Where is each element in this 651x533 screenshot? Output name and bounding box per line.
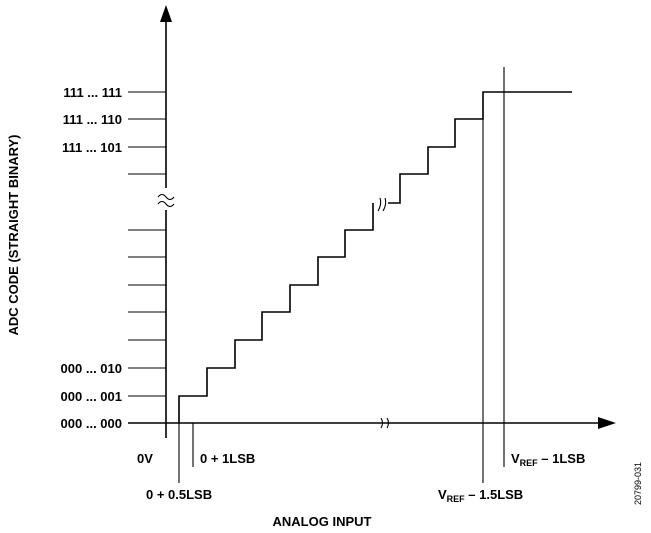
x-label-0v: 0V — [137, 451, 153, 466]
y-axis-title: ADC CODE (STRAIGHT BINARY) — [6, 134, 21, 335]
x-label-0-plus-1lsb: 0 + 1LSB — [200, 451, 255, 466]
y-axis-break-mark — [157, 193, 175, 208]
y-code-000-001: 000 ... 001 — [61, 389, 122, 404]
y-code-111-111: 111 ... 111 — [63, 85, 122, 100]
y-code-000-000: 000 ... 000 — [61, 416, 122, 431]
figure-id: 20799-031 — [633, 462, 643, 505]
transfer-staircase — [178, 91, 572, 423]
x-axis-arrow — [598, 417, 616, 429]
staircase-break-mark — [377, 197, 387, 212]
y-axis-arrow — [160, 5, 172, 22]
x-axis-break-mark — [380, 417, 390, 429]
y-code-111-110: 111 ... 110 — [63, 112, 122, 127]
x-axis — [128, 417, 616, 429]
reference-lines — [178, 67, 505, 483]
x-label-vref-minus-1lsb: VREF – 1LSB — [511, 451, 585, 468]
x-axis-title: ANALOG INPUT — [273, 514, 372, 529]
x-label-vref-minus-1p5lsb: VREF – 1.5LSB — [438, 487, 523, 504]
y-axis — [157, 5, 175, 438]
x-label-0-plus-0p5lsb: 0 + 0.5LSB — [146, 487, 212, 502]
y-code-000-010: 000 ... 010 — [61, 361, 122, 376]
y-code-111-101: 111 ... 101 — [62, 140, 122, 155]
y-ticks — [128, 91, 166, 397]
